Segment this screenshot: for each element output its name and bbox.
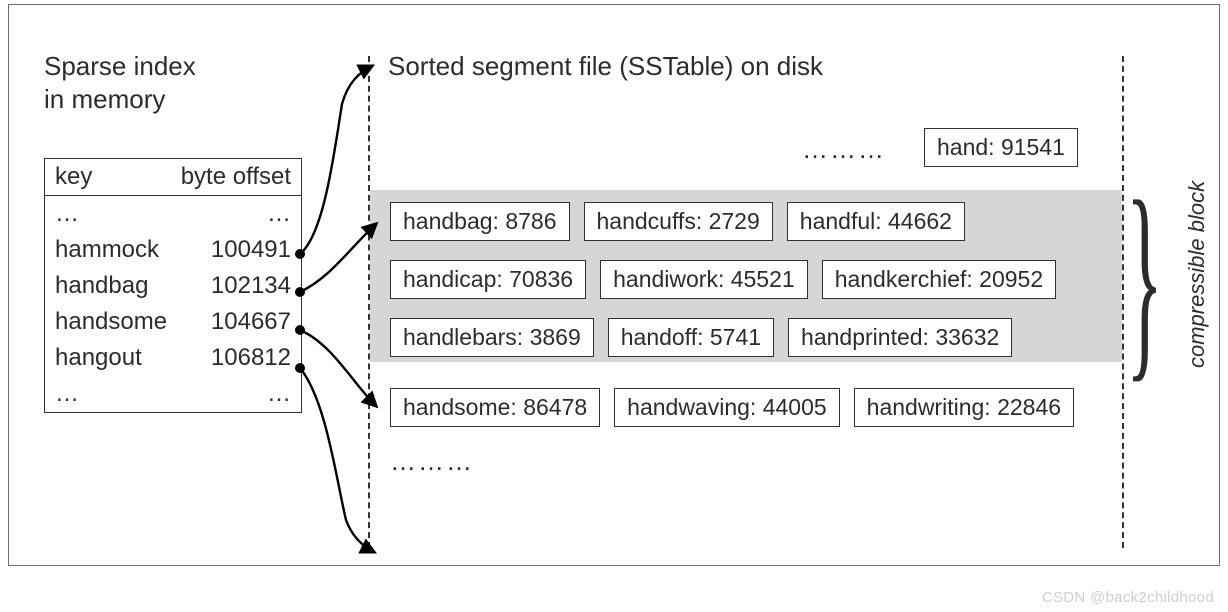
left-title-l2: in memory [44, 84, 165, 114]
entry-box: handlebars: 3869 [390, 318, 594, 357]
entry-row: handsome: 86478 handwaving: 44005 handwrit… [390, 388, 1074, 427]
brace-icon: } [1126, 168, 1163, 388]
watermark-text: CSDN @back2childhood [1042, 589, 1214, 606]
entry-box: handwriting: 22846 [854, 388, 1074, 427]
entry-box: handbag: 8786 [390, 202, 570, 241]
index-row: …… [45, 376, 301, 412]
index-row-val: 100491 [211, 236, 291, 264]
index-row-key: handsome [55, 308, 167, 336]
leading-dots: ……… [802, 134, 886, 165]
index-row-val: … [267, 380, 291, 408]
entry-box: handicap: 70836 [390, 260, 586, 299]
entry-box: handkerchief: 20952 [822, 260, 1056, 299]
sparse-index-table: keybyte offset……hammock100491handbag1021… [44, 158, 302, 413]
entry-box: handcuffs: 2729 [584, 202, 773, 241]
entry-box: hand: 91541 [924, 128, 1078, 167]
entry-box: handiwork: 45521 [600, 260, 808, 299]
index-row: …… [45, 196, 301, 232]
index-row-key: handbag [55, 272, 148, 300]
index-header: key byte offset [45, 159, 301, 196]
index-row-key: hammock [55, 236, 159, 264]
entry-box: handful: 44662 [787, 202, 965, 241]
entry-box: handoff: 5741 [608, 318, 774, 357]
left-title: Sparse index in memory [44, 50, 196, 115]
entry-row: handicap: 70836 handiwork: 45521 handkerch… [390, 260, 1056, 299]
entry-box: handprinted: 33632 [788, 318, 1012, 357]
index-header-val: byte offset [181, 163, 291, 191]
index-row: hangout 106812 [45, 340, 301, 376]
index-row-val: 106812 [211, 344, 291, 372]
trailing-dots: ……… [390, 446, 474, 477]
index-row-val: 102134 [211, 272, 291, 300]
index-row-key: … [55, 200, 79, 228]
index-row-key: hangout [55, 344, 142, 372]
entry-row: handbag: 8786 handcuffs: 2729 handful: 446… [390, 202, 965, 241]
left-title-l1: Sparse index [44, 51, 196, 81]
index-header-key: key [55, 163, 92, 191]
compressible-block-label: compressible block [1184, 181, 1210, 368]
index-row: handbag 102134 [45, 268, 301, 304]
index-row: hammock 100491 [45, 232, 301, 268]
segment-dashed-right [1122, 56, 1124, 548]
entry-box: handwaving: 44005 [614, 388, 840, 427]
index-row-val: … [267, 200, 291, 228]
index-row: handsome 104667 [45, 304, 301, 340]
index-row-val: 104667 [211, 308, 291, 336]
index-row-key: … [55, 380, 79, 408]
entry-row: handlebars: 3869 handoff: 5741 handprinted… [390, 318, 1012, 357]
right-title: Sorted segment file (SSTable) on disk [388, 50, 823, 83]
entry-box: handsome: 86478 [390, 388, 600, 427]
